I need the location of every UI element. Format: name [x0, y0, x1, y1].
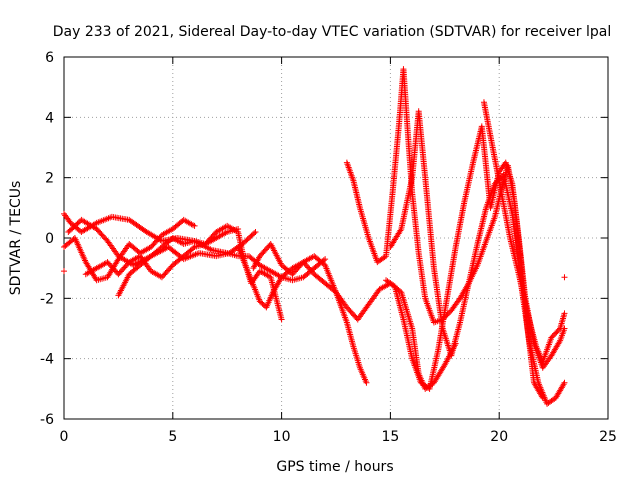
- series-track-6: [235, 244, 459, 392]
- x-axis-label: GPS time / hours: [276, 459, 393, 475]
- y-tick-label: 0: [45, 231, 54, 247]
- axis-ticks: 0 5 10 15 20 25 -6 -4 -2 0 2 4 6: [40, 50, 617, 445]
- x-tick-label: 5: [168, 429, 177, 445]
- data-point-marker: [278, 316, 285, 323]
- x-tick-label: 10: [273, 429, 291, 445]
- y-tick-label: 6: [45, 50, 54, 66]
- x-tick-label: 25: [599, 429, 617, 445]
- y-tick-label: 2: [45, 171, 54, 187]
- series-track-11: [480, 99, 568, 365]
- data-point-marker: [190, 245, 197, 252]
- series-track-7: [250, 241, 370, 386]
- x-tick-label: 15: [381, 429, 399, 445]
- y-axis-label: SDTVAR / TECUs: [8, 181, 24, 296]
- chart-title: Day 233 of 2021, Sidereal Day-to-day VTE…: [53, 24, 611, 40]
- data-point-marker: [61, 268, 67, 275]
- data-point-marker: [561, 379, 568, 386]
- data-point-marker: [561, 310, 568, 317]
- data-points: [61, 66, 568, 407]
- x-tick-label: 0: [60, 429, 69, 445]
- x-tick-label: 20: [490, 429, 508, 445]
- data-point-marker: [363, 379, 370, 386]
- data-point-marker: [191, 222, 198, 229]
- y-tick-label: -6: [40, 412, 54, 428]
- y-tick-label: 4: [45, 110, 54, 126]
- series-track-2: [61, 216, 198, 284]
- y-tick-label: -2: [40, 291, 54, 307]
- data-point-marker: [561, 274, 568, 281]
- series-outliers: [61, 268, 568, 281]
- y-tick-label: -4: [40, 352, 54, 368]
- grid-lines: [64, 57, 608, 419]
- data-point-marker: [322, 256, 329, 263]
- data-point-marker: [251, 230, 258, 237]
- data-point-marker: [252, 228, 259, 235]
